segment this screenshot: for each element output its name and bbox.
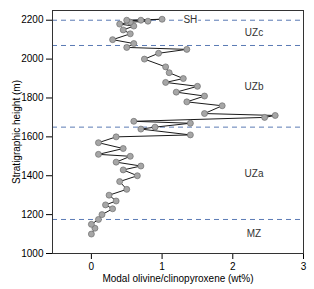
svg-text:Stratigraphic height (m): Stratigraphic height (m) bbox=[11, 80, 22, 184]
svg-text:UZa: UZa bbox=[245, 168, 264, 179]
svg-text:1400: 1400 bbox=[21, 170, 44, 181]
svg-text:SH: SH bbox=[183, 14, 197, 25]
svg-text:UZc: UZc bbox=[245, 27, 263, 38]
svg-text:1200: 1200 bbox=[21, 209, 44, 220]
svg-text:1: 1 bbox=[159, 261, 165, 272]
svg-text:3: 3 bbox=[301, 261, 307, 272]
svg-text:2: 2 bbox=[230, 261, 236, 272]
svg-text:Modal olivine/clinopyroxene (w: Modal olivine/clinopyroxene (wt%) bbox=[102, 273, 253, 284]
svg-text:2000: 2000 bbox=[21, 53, 44, 64]
svg-text:UZb: UZb bbox=[245, 81, 264, 92]
svg-text:2200: 2200 bbox=[21, 14, 44, 25]
svg-text:1000: 1000 bbox=[21, 248, 44, 259]
svg-text:1800: 1800 bbox=[21, 92, 44, 103]
svg-text:0: 0 bbox=[89, 261, 95, 272]
svg-text:1600: 1600 bbox=[21, 131, 44, 142]
svg-text:MZ: MZ bbox=[247, 228, 261, 239]
